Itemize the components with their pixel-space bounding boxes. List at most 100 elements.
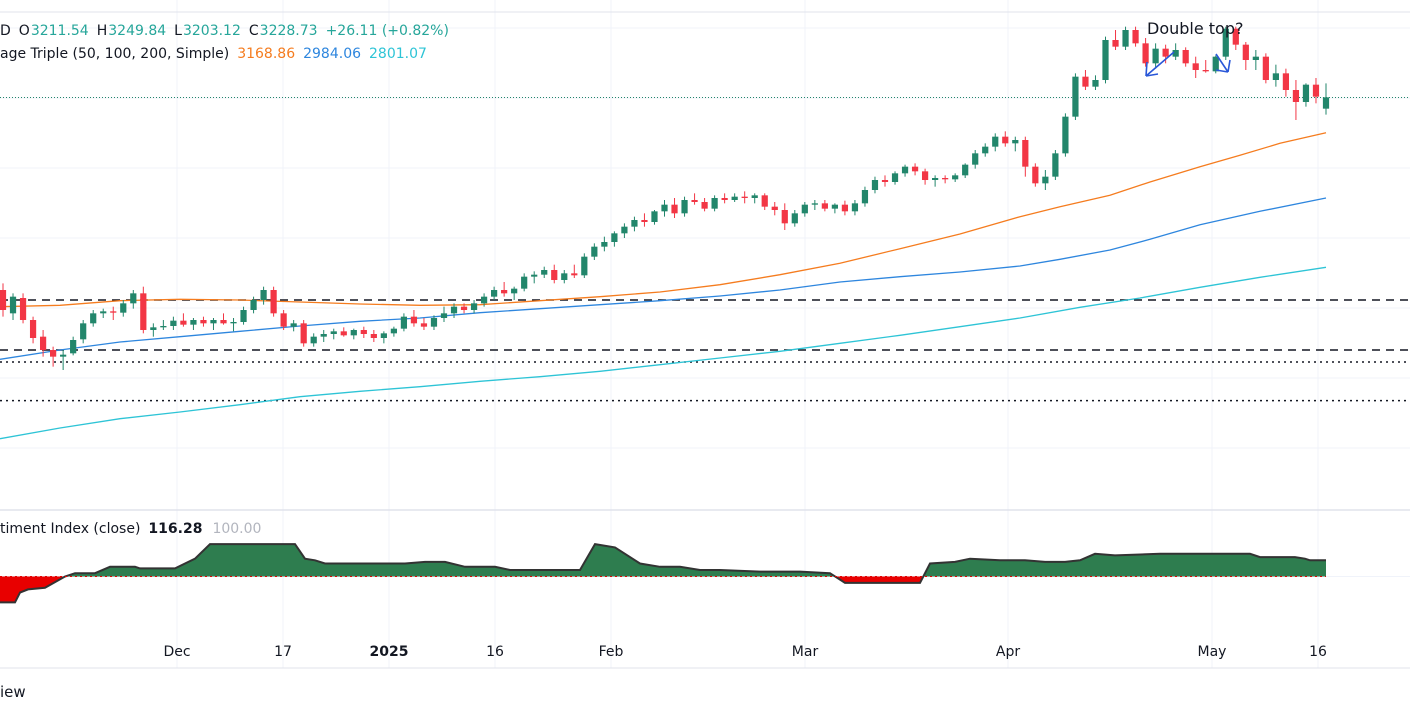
low-value: 3203.12 [182, 23, 241, 39]
candle [190, 318, 197, 330]
arrow-left [1145, 51, 1175, 77]
candle [410, 310, 418, 327]
candle-body [90, 313, 97, 324]
candle [761, 193, 768, 210]
candle [982, 143, 989, 157]
candle [591, 243, 598, 260]
candle-body [921, 171, 929, 180]
candle [100, 308, 107, 318]
candle [962, 163, 969, 178]
candle-body [1002, 136, 1009, 144]
candle-body [1132, 30, 1139, 44]
candle [701, 198, 708, 212]
candle-body [1192, 63, 1199, 70]
candle [731, 193, 738, 202]
candle [721, 193, 728, 204]
candle-body [701, 202, 708, 209]
double-top-annotation: Double top? [1145, 19, 1244, 77]
candle-body [420, 323, 428, 327]
ma200-line [0, 266, 1327, 440]
candle-body [901, 166, 909, 174]
candle-body [450, 306, 458, 314]
candle-body [561, 273, 568, 280]
candle-body [521, 276, 528, 289]
candle-body [681, 200, 688, 214]
candle-body [50, 350, 57, 357]
candle [39, 330, 47, 357]
candle-body [1122, 30, 1129, 47]
x-tick-label: 16 [1309, 644, 1327, 660]
candle [942, 175, 949, 184]
open-value: 3211.54 [30, 23, 89, 39]
candle-body [100, 311, 107, 314]
candle [811, 200, 818, 210]
candle-body [1142, 43, 1149, 64]
ma50-line [0, 132, 1327, 308]
candle [1242, 42, 1249, 70]
candle-body [170, 320, 177, 326]
candle [380, 331, 387, 344]
candle [19, 293, 27, 324]
candle-body [440, 313, 448, 318]
candle-body [430, 318, 438, 327]
candle-body [1082, 76, 1089, 87]
candle-body [1092, 80, 1099, 87]
candle [581, 253, 588, 278]
candle [911, 163, 919, 176]
high-value: 3249.84 [108, 23, 167, 39]
candle-body [180, 320, 187, 325]
sentiment-legend: timent Index (close) 116.28 100.00 [0, 521, 269, 537]
candle-body [511, 288, 518, 294]
candle [901, 164, 909, 177]
candle [340, 327, 347, 337]
candle-body [651, 211, 658, 222]
candle-body [1202, 70, 1209, 72]
candle [290, 320, 297, 332]
candle [1042, 170, 1049, 190]
candle [952, 173, 959, 182]
high-label: H [96, 23, 108, 39]
candle-body [1292, 90, 1300, 102]
candle-body [952, 175, 959, 180]
candle-body [551, 270, 558, 280]
candle [1172, 43, 1179, 60]
candle-body [220, 320, 227, 324]
candle [831, 203, 838, 214]
candle [621, 223, 628, 238]
candle [200, 316, 207, 327]
candle-body [80, 323, 87, 340]
candle [551, 264, 558, 284]
candle-body [1212, 56, 1219, 72]
candle [531, 271, 538, 284]
candle-body [691, 200, 698, 202]
grid-lines [0, 0, 1410, 669]
candle-body [982, 146, 989, 154]
candle [992, 133, 999, 152]
candle [70, 336, 77, 356]
candle [50, 346, 57, 367]
candle [1232, 26, 1239, 50]
candle-body [821, 203, 828, 209]
candle [1132, 26, 1139, 47]
candle-body [1182, 50, 1189, 64]
ma-title: age Triple (50, 100, 200, Simple) [0, 46, 230, 62]
sentiment-pane [0, 543, 1410, 604]
ma100-value: 2984.06 [303, 46, 362, 62]
candle [460, 303, 468, 314]
candle [661, 200, 668, 217]
ohlc-legend: D O3211.54 H3249.84 L3203.12 C3228.73 +26.11 … [0, 23, 457, 39]
candle [420, 318, 428, 330]
candle-body [781, 210, 788, 224]
candle-body [1312, 84, 1320, 97]
candle-body [641, 220, 648, 222]
candle-body [721, 198, 728, 200]
candle-body [120, 303, 127, 313]
annotation-text: Double top? [1147, 19, 1244, 38]
candle [440, 306, 448, 322]
candle [771, 202, 778, 216]
candle [120, 300, 127, 317]
candle-body [891, 173, 899, 182]
candle-body [1152, 48, 1159, 64]
candle [60, 350, 67, 370]
